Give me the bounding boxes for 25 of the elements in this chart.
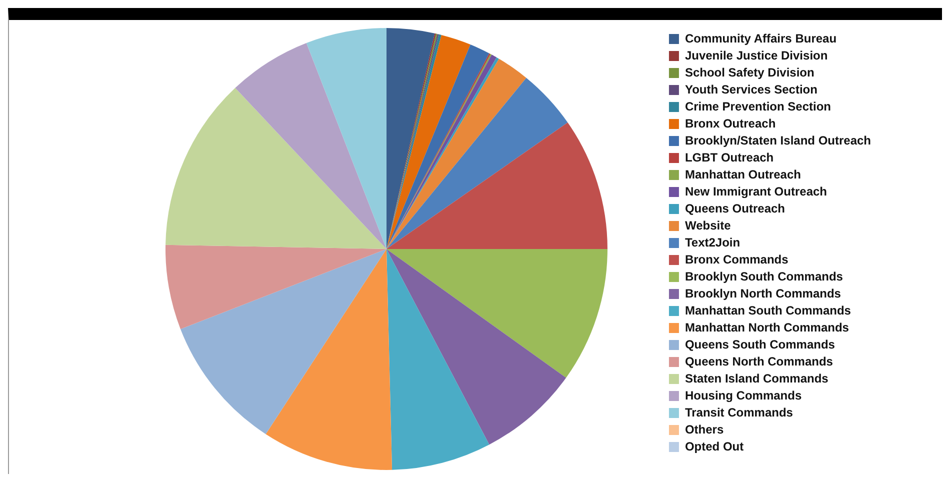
legend-label: Juvenile Justice Division <box>684 48 828 62</box>
legend-label: Crime Prevention Section <box>684 99 832 114</box>
legend-label: Manhattan North Commands <box>684 320 850 334</box>
legend-label: Text2Join <box>684 235 740 250</box>
legend-label: Brooklyn South Commands <box>684 269 844 284</box>
legend-label: Manhattan South Commands <box>684 303 852 318</box>
legend-label: Transit Commands <box>684 405 794 420</box>
legend-label: LGBT Outreach <box>684 150 774 164</box>
legend-label: School Safety Division <box>684 65 814 80</box>
legend-label: Bronx Outreach <box>684 116 776 130</box>
legend-label: Website <box>684 218 732 232</box>
legend-label: Youth Services Section <box>684 82 818 96</box>
legend-label: New Immigrant Outreach <box>684 184 827 198</box>
legend-label: Brooklyn North Commands <box>684 286 842 300</box>
legend-label: Staten Island Commands <box>684 371 829 386</box>
legend-label: Opted Out <box>684 439 744 454</box>
legend-label: Brooklyn/Staten Island Outreach <box>684 133 872 148</box>
legend-label: Bronx Commands <box>684 252 789 266</box>
legend-label: Housing Commands <box>684 388 802 402</box>
legend-label: Queens South Commands <box>684 337 836 352</box>
legend-label: Queens North Commands <box>684 354 834 368</box>
legend-label: Queens Outreach <box>684 201 785 216</box>
legend-label: Others <box>684 422 724 436</box>
legend-label: Manhattan Outreach <box>684 167 801 182</box>
legend-label: Community Affairs Bureau <box>684 31 837 46</box>
